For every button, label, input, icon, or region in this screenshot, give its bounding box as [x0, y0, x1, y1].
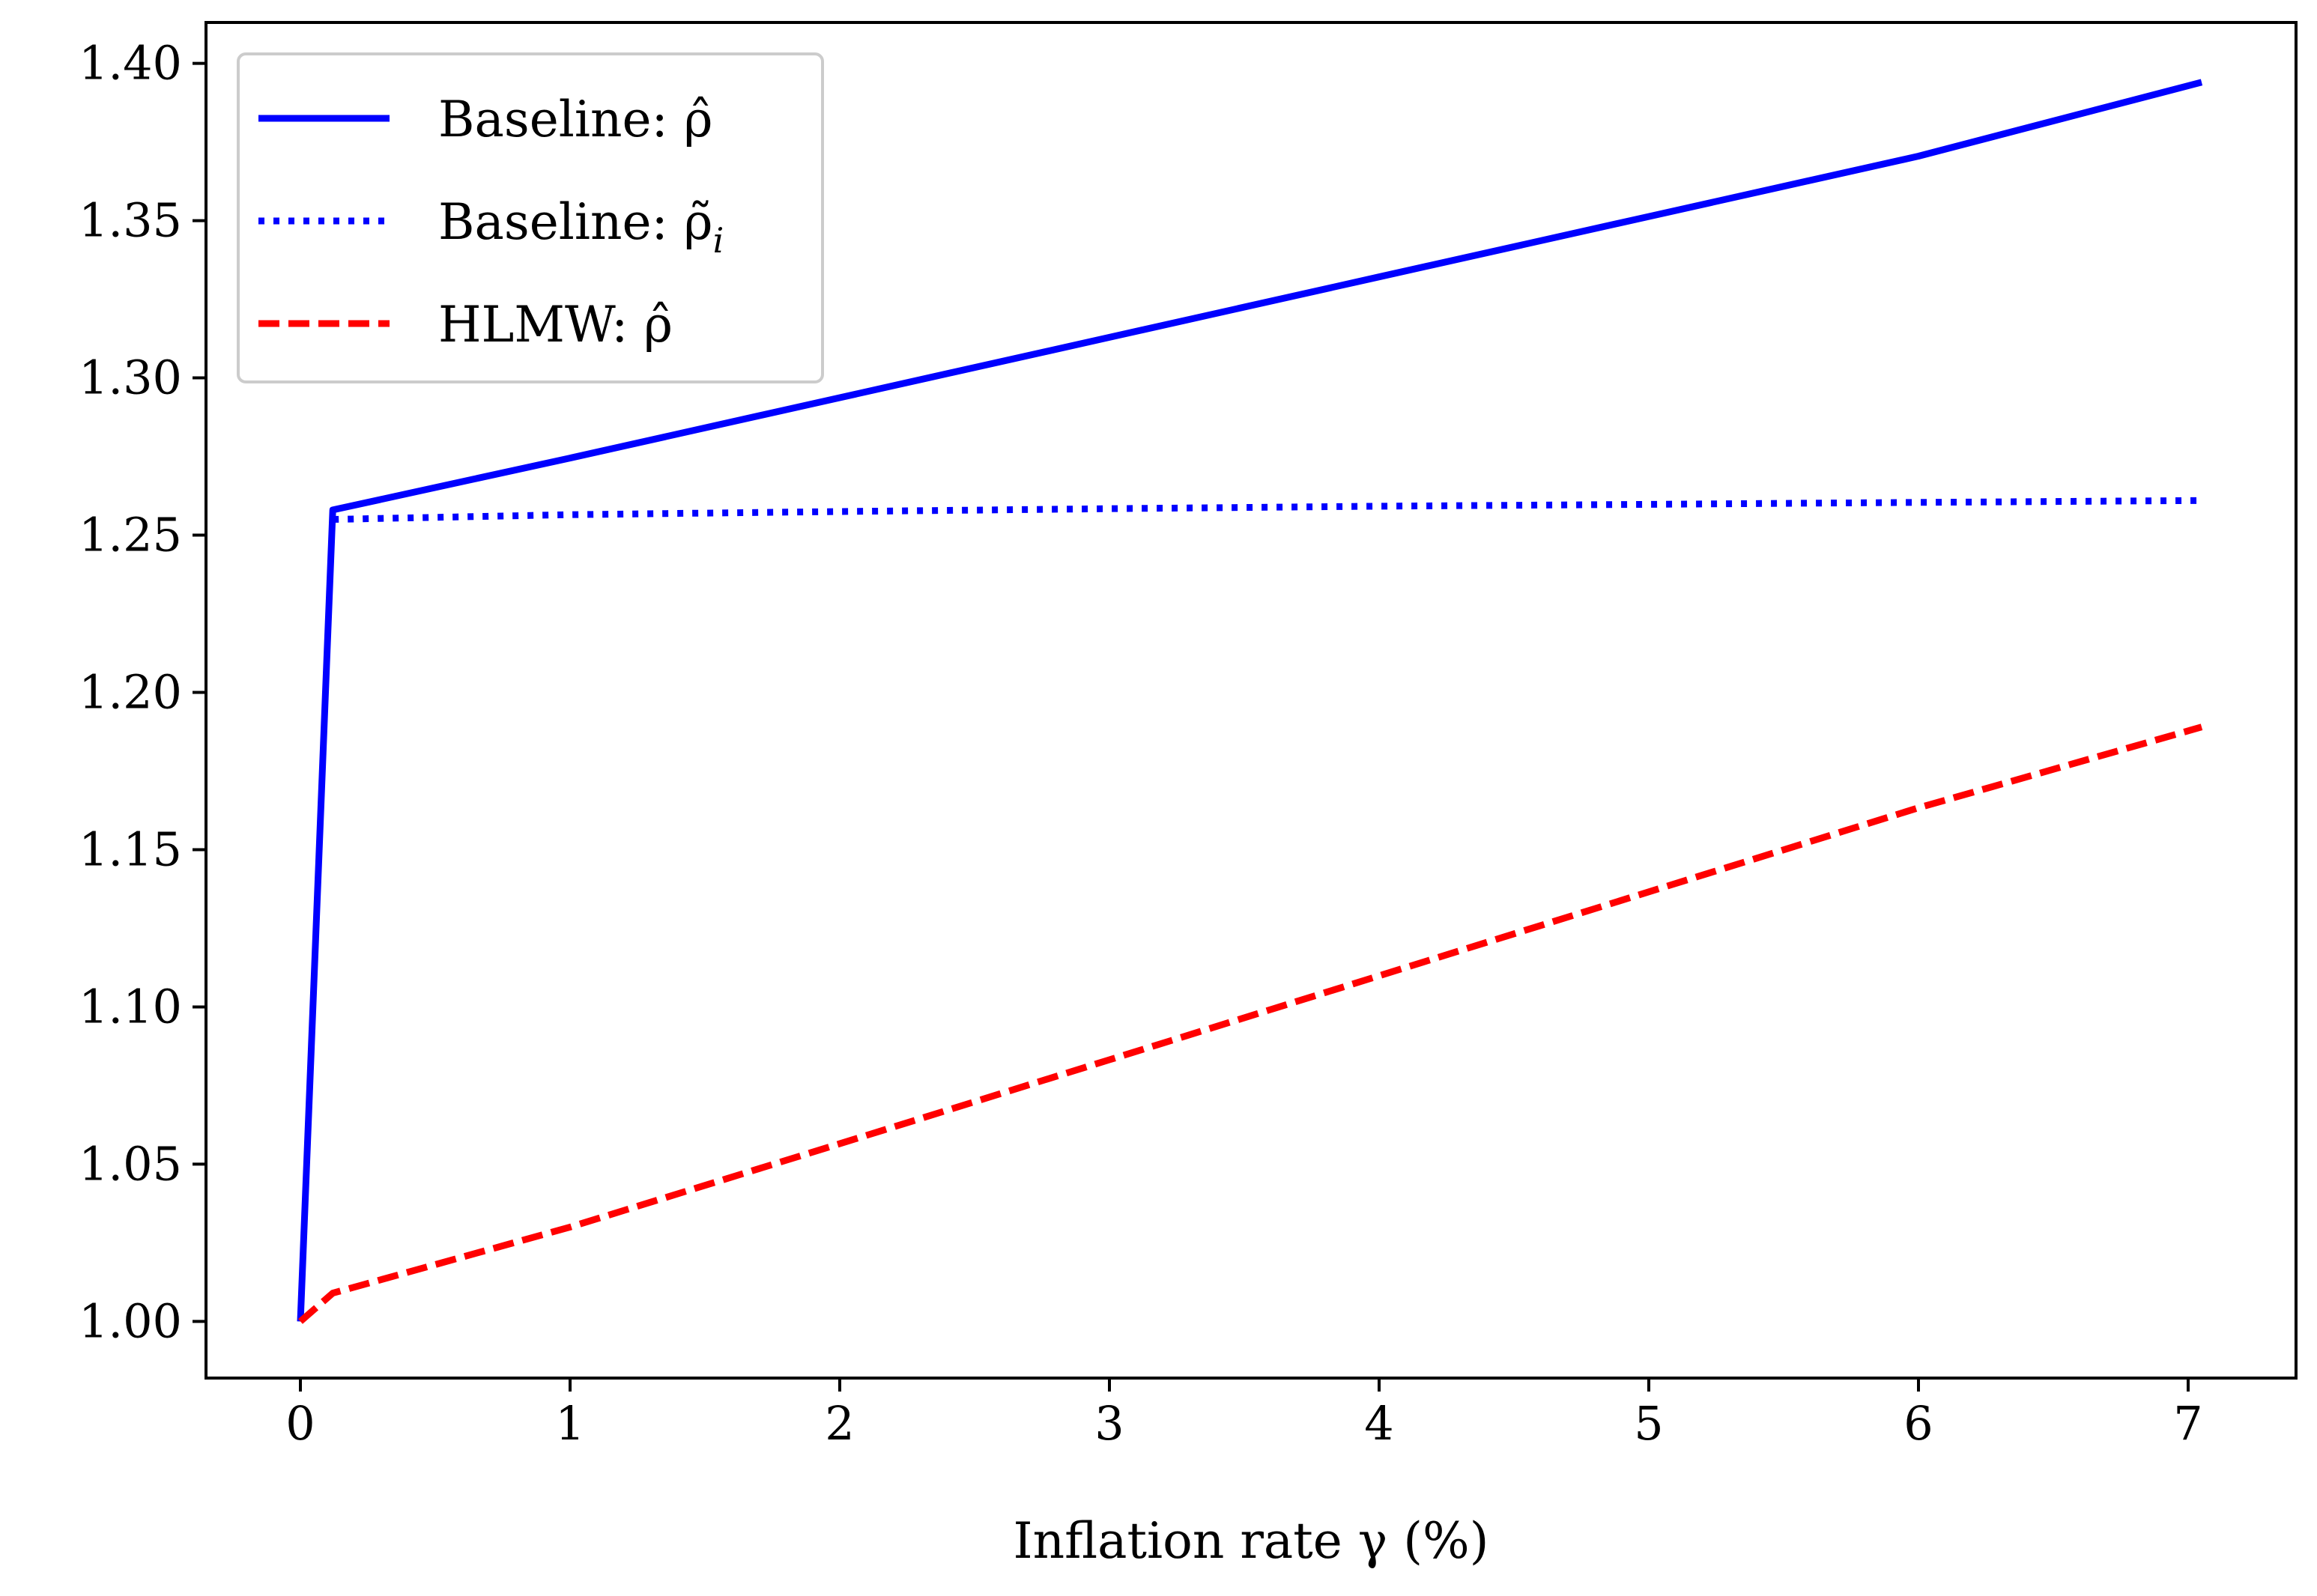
legend-items: Baseline: ρ̂ Baseline: ρ̃i HLMW: ρ̂	[258, 91, 724, 354]
legend-label-text: Baseline: ρ̂	[438, 91, 713, 148]
legend-label-text: HLMW: ρ̂	[438, 296, 673, 354]
x-tick-label: 4	[1364, 1396, 1393, 1451]
y-tick-label: 1.05	[79, 1136, 182, 1191]
x-axis-ticks: 0 1 2 3 4 5 6 7	[285, 1378, 2203, 1451]
plot-frame	[205, 21, 2298, 1380]
x-tick-label: 1	[555, 1396, 584, 1451]
y-tick-label: 1.15	[79, 822, 182, 876]
legend-box	[237, 52, 824, 383]
x-tick-label: 7	[2173, 1396, 2202, 1451]
legend-label-subscript: i	[713, 220, 724, 261]
x-tick-label: 0	[285, 1396, 315, 1451]
legend-label-2: Baseline: ρ̃i	[438, 193, 724, 261]
y-tick-label: 1.10	[79, 979, 182, 1034]
legend-label-1: Baseline: ρ̂	[438, 91, 713, 148]
legend: Baseline: ρ̂ Baseline: ρ̃i HLMW: ρ̂	[237, 52, 824, 383]
y-tick-label: 1.20	[79, 665, 182, 720]
x-tick-label: 6	[1903, 1396, 1933, 1451]
y-tick-label: 1.25	[79, 508, 182, 562]
x-axis-label: Inflation rate γ (%)	[1014, 1512, 1489, 1570]
y-tick-label: 1.30	[79, 351, 182, 405]
x-tick-label: 3	[1094, 1396, 1124, 1451]
y-tick-label: 1.00	[79, 1293, 182, 1348]
series-line-1	[297, 79, 2203, 1322]
series-line-3	[298, 723, 2203, 1324]
y-tick-label: 1.35	[79, 193, 182, 248]
legend-label-text: Baseline: ρ̃	[438, 193, 713, 251]
x-tick-label: 2	[825, 1396, 854, 1451]
plot-lines	[297, 79, 2203, 1324]
y-tick-label: 1.40	[79, 36, 182, 91]
y-axis-ticks: 1.00 1.05 1.10 1.15 1.20 1.25 1.30 1.35 1.40	[79, 36, 206, 1348]
x-tick-label: 5	[1634, 1396, 1663, 1451]
legend-label-3: HLMW: ρ̂	[438, 296, 673, 354]
